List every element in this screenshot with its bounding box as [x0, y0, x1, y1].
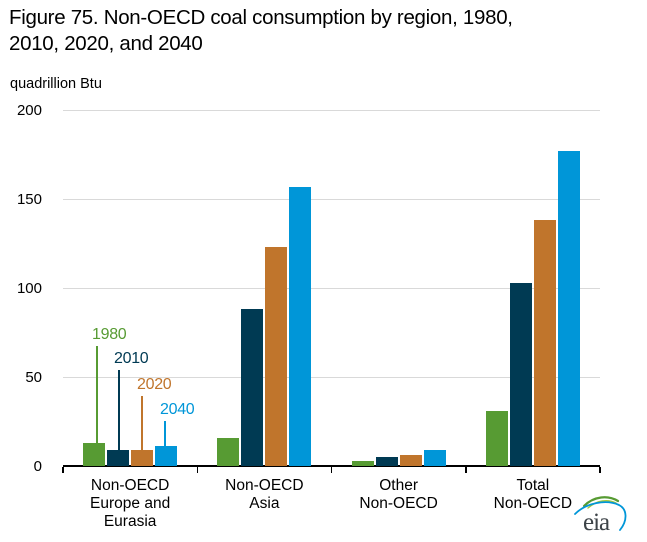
x-axis-tick	[62, 467, 64, 473]
y-axis-tick-label-100: 100	[16, 280, 42, 297]
legend-label-2020: 2020	[137, 376, 172, 393]
bar-2040-1	[155, 446, 178, 466]
x-axis-tick	[330, 467, 333, 473]
eia-logo-lime-swoosh	[587, 500, 617, 509]
legend-leader-line-2040	[164, 421, 166, 447]
legend-leader-line-2010	[118, 370, 120, 450]
eia-logo-text: eia	[583, 509, 610, 536]
gridline-200	[63, 109, 600, 111]
bar-1980-2	[217, 437, 240, 466]
x-axis-tick	[599, 467, 601, 473]
bar-2020-4	[533, 220, 556, 466]
bar-2020-1	[131, 449, 154, 466]
bar-2040-3	[423, 449, 446, 466]
bar-2020-3	[399, 455, 422, 466]
bar-1980-3	[351, 460, 374, 466]
bar-2010-4	[509, 282, 532, 466]
gridline-100	[63, 287, 600, 289]
y-axis-tick-label-0: 0	[33, 458, 42, 475]
category-label-4: Total Non-OECD	[493, 477, 573, 512]
legend-label-2040: 2040	[160, 401, 195, 418]
eia-logo-blue-swoosh	[574, 501, 627, 531]
bar-2010-3	[375, 457, 398, 466]
legend-leader-line-2020	[141, 396, 143, 450]
bar-2010-2	[241, 309, 264, 466]
gridline-50	[63, 376, 600, 378]
bar-1980-4	[485, 410, 508, 466]
y-axis-tick-label-150: 150	[16, 191, 42, 208]
category-label-3: Other Non-OECD	[359, 477, 438, 512]
bar-2020-2	[265, 247, 288, 466]
gridline-150	[63, 198, 600, 200]
x-axis-line	[63, 465, 600, 467]
y-axis-tick-label-200: 200	[16, 102, 42, 119]
chart-title: Figure 75. Non-OECD coal consumption by …	[9, 5, 639, 57]
y-axis-units-label: quadrillion Btu	[10, 76, 102, 92]
legend-leader-line-1980	[96, 346, 98, 443]
legend-label-1980: 1980	[92, 326, 127, 343]
eia-logo: eia	[574, 496, 627, 536]
chart-title-line2: 2010, 2020, and 2040	[9, 32, 203, 55]
x-axis-tick	[196, 467, 198, 473]
bar-2040-4	[557, 150, 580, 466]
bar-1980-1	[83, 442, 106, 466]
bar-2040-2	[289, 186, 312, 466]
bar-2010-1	[107, 449, 130, 466]
category-label-2: Non-OECD Asia	[225, 477, 304, 512]
eia-logo-green-swoosh	[582, 496, 620, 508]
y-axis-tick-label-50: 50	[25, 369, 42, 386]
category-label-1: Non-OECD Europe and Eurasia	[90, 477, 171, 530]
legend-label-2010: 2010	[114, 350, 149, 367]
chart-title-line1: Figure 75. Non-OECD coal consumption by …	[9, 6, 513, 29]
x-axis-tick	[465, 467, 467, 473]
